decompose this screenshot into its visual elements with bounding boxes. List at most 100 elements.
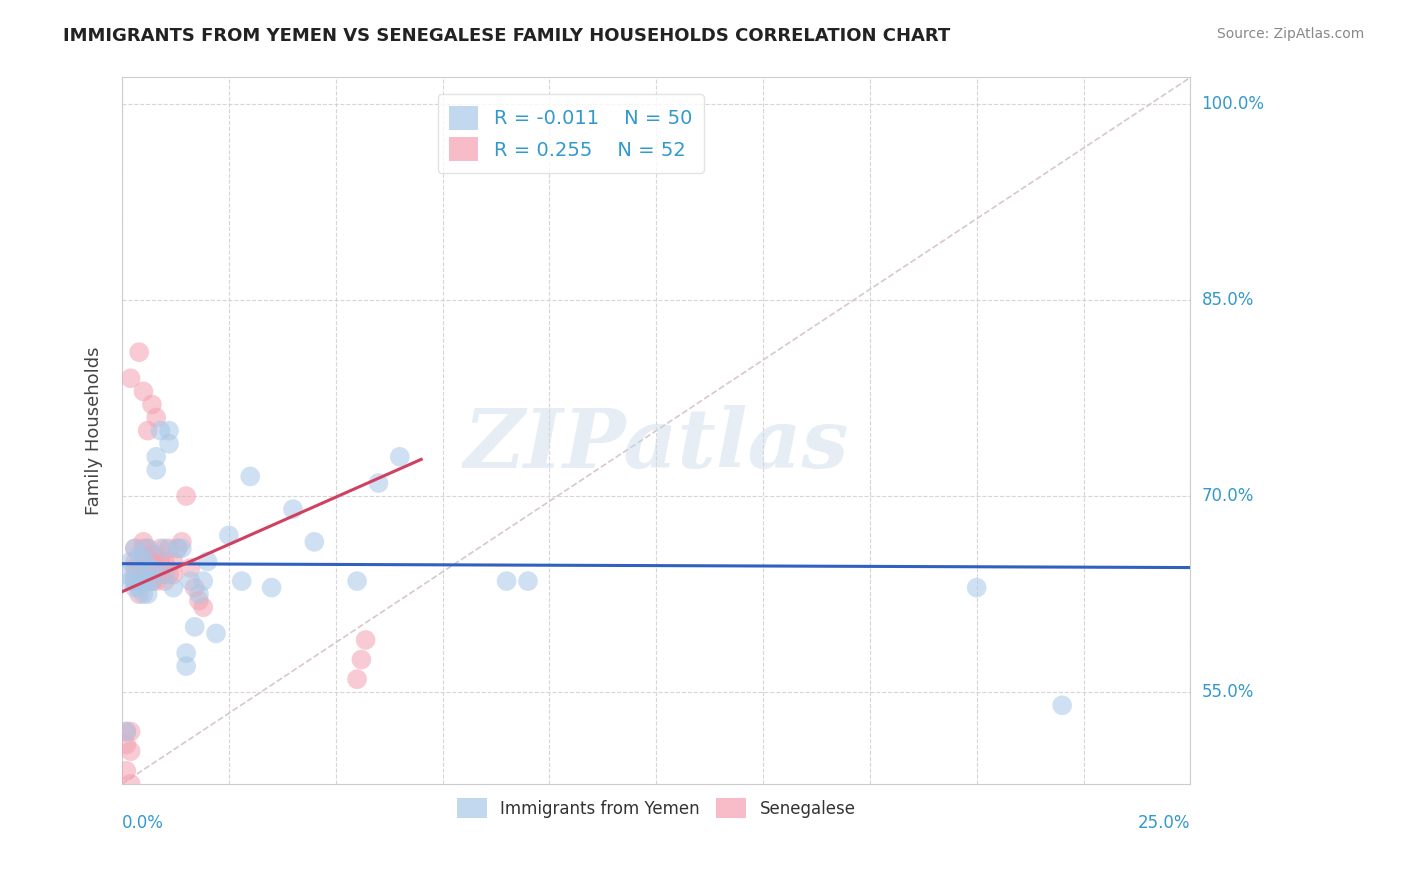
Point	[124, 574, 146, 588]
Point	[157, 567, 180, 582]
Text: ZIPatlas: ZIPatlas	[464, 405, 849, 484]
Point	[162, 554, 184, 568]
Point	[124, 561, 146, 575]
Point	[136, 424, 159, 438]
Point	[354, 632, 377, 647]
Point	[136, 541, 159, 556]
Point	[136, 561, 159, 575]
Point	[388, 450, 411, 464]
Point	[162, 581, 184, 595]
Point	[132, 534, 155, 549]
Point	[128, 345, 150, 359]
Point	[136, 554, 159, 568]
Point	[239, 469, 262, 483]
Point	[128, 581, 150, 595]
Point	[136, 587, 159, 601]
Point	[174, 659, 197, 673]
Point	[157, 424, 180, 438]
Text: IMMIGRANTS FROM YEMEN VS SENEGALESE FAMILY HOUSEHOLDS CORRELATION CHART: IMMIGRANTS FROM YEMEN VS SENEGALESE FAMI…	[63, 27, 950, 45]
Point	[346, 574, 368, 588]
Point	[128, 548, 150, 562]
Point	[166, 541, 188, 556]
Point	[120, 744, 142, 758]
Point	[141, 548, 163, 562]
Point	[174, 646, 197, 660]
Point	[128, 587, 150, 601]
Point	[149, 554, 172, 568]
Point	[132, 554, 155, 568]
Point	[120, 554, 142, 568]
Point	[145, 561, 167, 575]
Point	[260, 581, 283, 595]
Point	[124, 567, 146, 582]
Point	[367, 475, 389, 490]
Point	[115, 724, 138, 739]
Point	[115, 764, 138, 778]
Y-axis label: Family Households: Family Households	[86, 346, 103, 515]
Point	[115, 567, 138, 582]
Point	[124, 541, 146, 556]
Text: 0.0%: 0.0%	[122, 814, 165, 832]
Text: 55.0%: 55.0%	[1202, 683, 1254, 701]
Point	[205, 626, 228, 640]
Point	[179, 561, 201, 575]
Point	[188, 587, 211, 601]
Point	[170, 541, 193, 556]
Point	[1050, 698, 1073, 713]
Point	[115, 724, 138, 739]
Point	[120, 371, 142, 385]
Point	[132, 574, 155, 588]
Text: 70.0%: 70.0%	[1202, 487, 1254, 505]
Point	[132, 554, 155, 568]
Point	[166, 541, 188, 556]
Point	[153, 541, 176, 556]
Point	[136, 574, 159, 588]
Point	[145, 463, 167, 477]
Point	[132, 587, 155, 601]
Point	[145, 574, 167, 588]
Point	[183, 620, 205, 634]
Point	[128, 561, 150, 575]
Point	[162, 567, 184, 582]
Point	[141, 397, 163, 411]
Point	[115, 738, 138, 752]
Point	[120, 777, 142, 791]
Point	[136, 567, 159, 582]
Text: 25.0%: 25.0%	[1137, 814, 1191, 832]
Point	[120, 724, 142, 739]
Point	[124, 541, 146, 556]
Point	[157, 436, 180, 450]
Point	[346, 672, 368, 686]
Legend: Immigrants from Yemen, Senegalese: Immigrants from Yemen, Senegalese	[450, 791, 862, 825]
Point	[966, 581, 988, 595]
Point	[141, 561, 163, 575]
Point	[132, 541, 155, 556]
Point	[174, 489, 197, 503]
Point	[517, 574, 540, 588]
Point	[149, 567, 172, 582]
Point	[218, 528, 240, 542]
Point	[495, 574, 517, 588]
Point	[145, 450, 167, 464]
Point	[136, 541, 159, 556]
Point	[149, 424, 172, 438]
Point	[128, 574, 150, 588]
Point	[145, 548, 167, 562]
Point	[128, 567, 150, 582]
Point	[350, 652, 373, 666]
Point	[193, 600, 215, 615]
Point	[141, 574, 163, 588]
Point	[145, 410, 167, 425]
Point	[157, 541, 180, 556]
Text: Source: ZipAtlas.com: Source: ZipAtlas.com	[1216, 27, 1364, 41]
Point	[124, 581, 146, 595]
Point	[188, 593, 211, 607]
Text: 85.0%: 85.0%	[1202, 291, 1254, 309]
Point	[141, 561, 163, 575]
Point	[179, 574, 201, 588]
Point	[183, 581, 205, 595]
Point	[141, 574, 163, 588]
Point	[124, 554, 146, 568]
Point	[132, 384, 155, 399]
Point	[124, 574, 146, 588]
